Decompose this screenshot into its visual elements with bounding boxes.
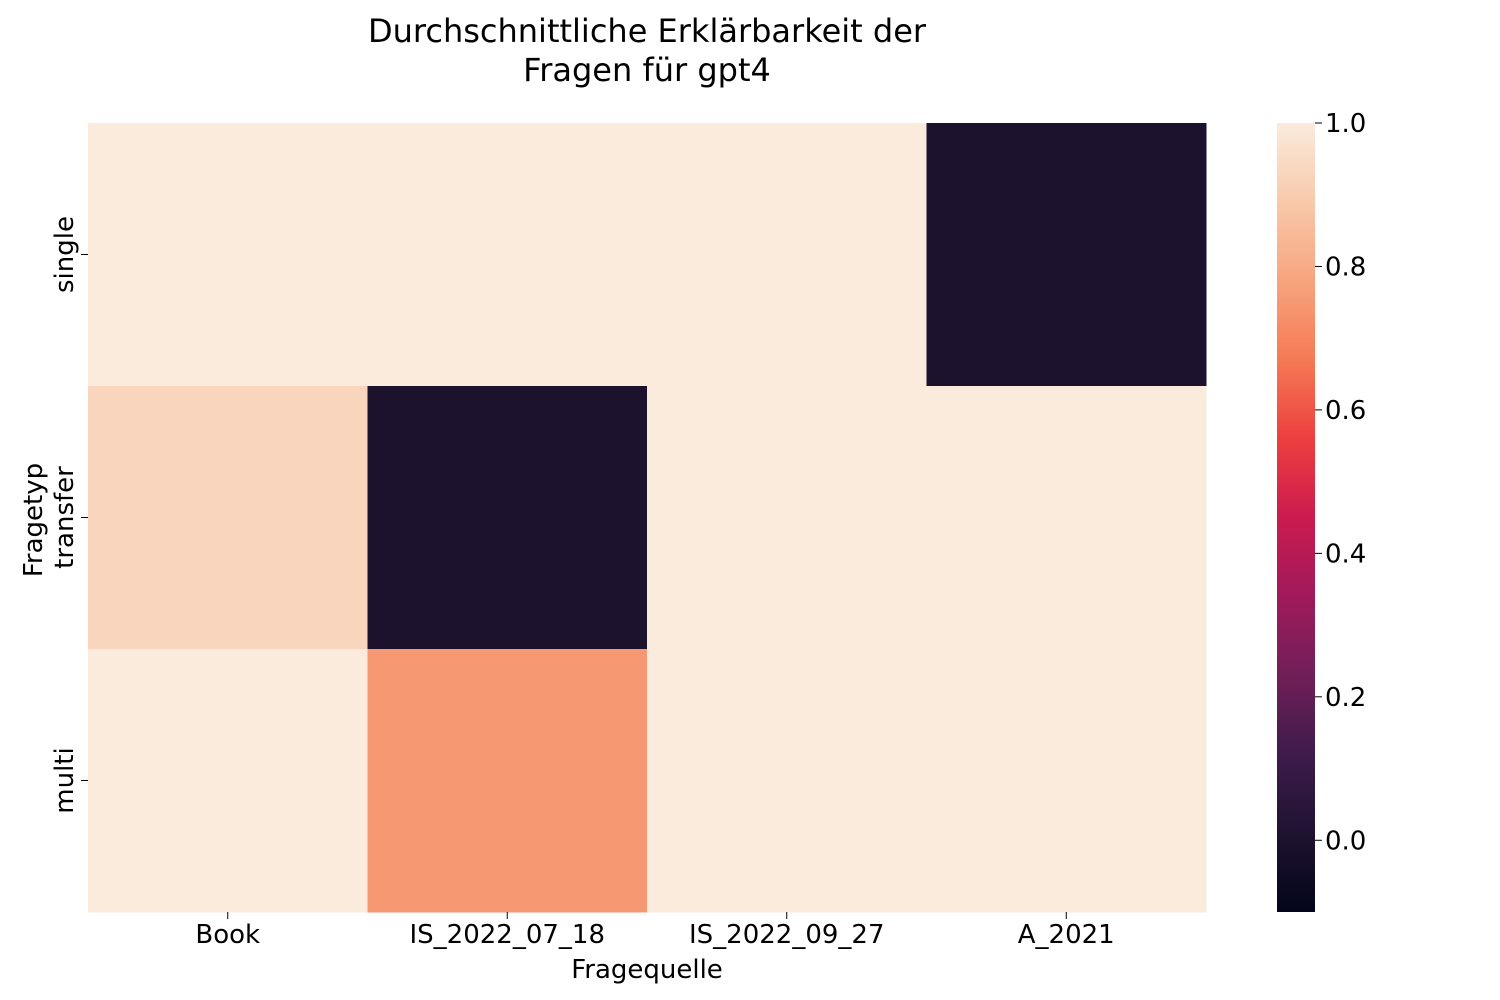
x-tick-label: Book: [195, 920, 260, 950]
x-axis-ticks: Book IS_2022_07_18 IS_2022_09_27 A_2021: [195, 912, 1115, 950]
heatmap-cell-single-IS_2022_07_18: [367, 123, 648, 387]
heatmap-cell-single-IS_2022_09_27: [647, 123, 927, 387]
chart-title-line-1: Durchschnittliche Erklärbarkeit der: [368, 12, 927, 50]
x-tick-label: IS_2022_09_27: [689, 920, 885, 950]
heatmap-cell-transfer-IS_2022_09_27: [647, 386, 927, 650]
colorbar-tick-label: 0.6: [1325, 396, 1366, 426]
heatmap-cell-multi-IS_2022_07_18: [367, 649, 648, 913]
y-axis-ticks: single transfer multi: [50, 216, 88, 814]
y-tick-label: single: [50, 216, 80, 293]
colorbar: [1277, 123, 1315, 912]
colorbar-tick-label: 0.4: [1325, 539, 1366, 569]
x-tick-label: A_2021: [1018, 920, 1115, 950]
colorbar-ticks: 0.0 0.2 0.4 0.6 0.8 1.0: [1315, 109, 1366, 856]
heatmap-cell-multi-IS_2022_09_27: [647, 649, 927, 913]
heatmap-cells: [88, 123, 1207, 913]
heatmap-cell-transfer-Book: [88, 386, 368, 650]
colorbar-tick-label: 0.2: [1325, 683, 1366, 713]
y-axis-label: Fragetyp: [19, 463, 49, 577]
x-axis-label: Fragequelle: [571, 955, 723, 985]
colorbar-tick-label: 1.0: [1325, 109, 1366, 139]
chart-title-line-2: Fragen für gpt4: [523, 51, 771, 89]
heatmap-cell-single-Book: [88, 123, 368, 387]
x-tick-label: IS_2022_07_18: [409, 920, 605, 950]
heatmap-cell-multi-Book: [88, 649, 368, 913]
colorbar-tick-label: 0.0: [1325, 826, 1366, 856]
heatmap-cell-single-A_2021: [926, 123, 1207, 387]
colorbar-tick-label: 0.8: [1325, 252, 1366, 282]
chart-title: Durchschnittliche Erklärbarkeit der Frag…: [368, 12, 927, 89]
y-tick-label: transfer: [50, 466, 80, 569]
heatmap-cell-transfer-IS_2022_07_18: [367, 386, 648, 650]
y-tick-label: multi: [50, 747, 80, 813]
heatmap-cell-transfer-A_2021: [926, 386, 1207, 650]
heatmap-cell-multi-A_2021: [926, 649, 1207, 913]
